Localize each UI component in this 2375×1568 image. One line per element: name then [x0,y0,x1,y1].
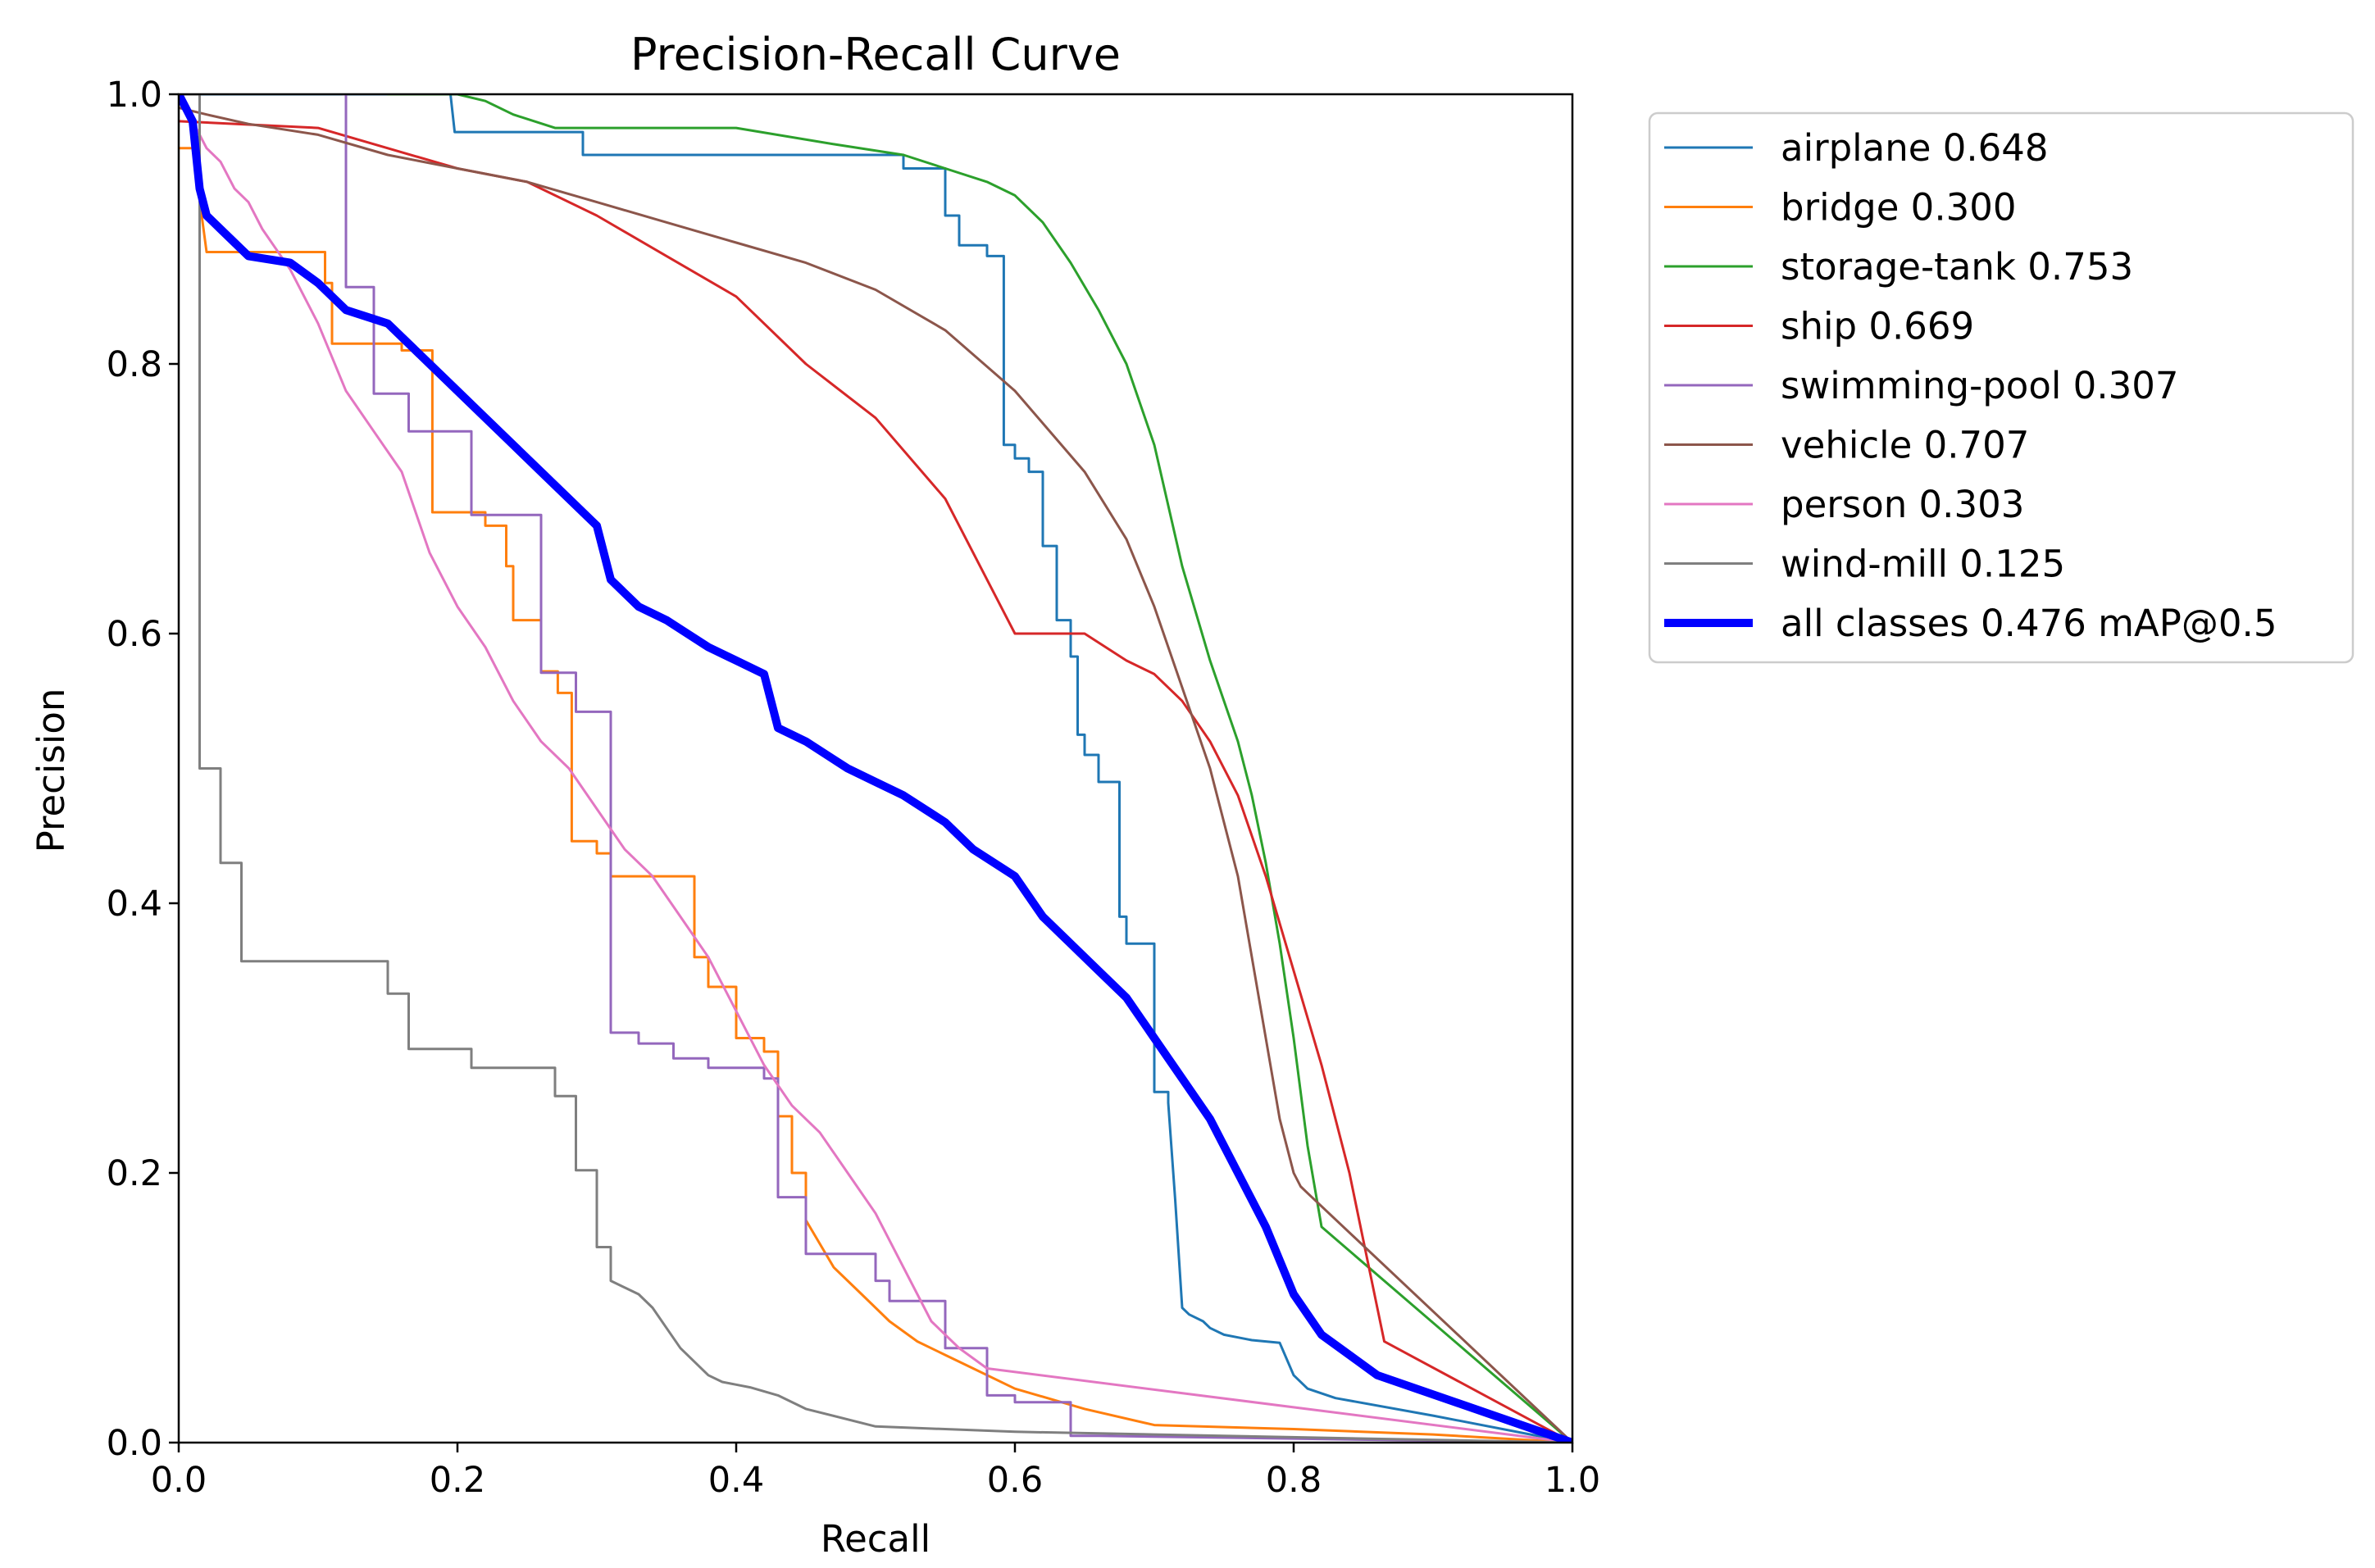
legend-label-vehicle: vehicle 0.707 [1781,424,2029,467]
x-tick-label: 0.6 [987,1460,1043,1501]
x-axis: 0.0 0.2 0.4 0.6 0.8 1.0 [151,1443,1600,1501]
y-tick-label: 0.4 [107,884,162,925]
series-line-swimming-pool [342,94,1572,1443]
x-axis-label: Recall [821,1517,930,1561]
series-line-all-classes [179,94,1572,1443]
y-axis: 0.0 0.2 0.4 0.6 0.8 1.0 [107,75,179,1464]
plot-area-frame [177,93,1574,1444]
y-axis-label: Precision [30,689,73,853]
series-line-bridge [179,147,1572,1443]
legend-label-bridge: bridge 0.300 [1781,186,2017,230]
legend: airplane 0.648 bridge 0.300 storage-tank 0… [1648,111,2355,664]
series-line-airplane [179,94,1572,1443]
x-tick-label: 1.0 [1545,1460,1600,1501]
y-tick-label: 0.8 [107,344,162,385]
chart-title: Precision-Recall Curve [630,29,1121,80]
series-line-person [179,94,1572,1443]
x-tick-label: 0.8 [1266,1460,1322,1501]
legend-label-airplane: airplane 0.648 [1781,126,2049,170]
legend-label-ship: ship 0.669 [1781,305,1974,348]
x-tick-label: 0.2 [430,1460,485,1501]
legend-label-storage-tank: storage-tank 0.753 [1781,245,2133,289]
x-tick-label: 0.0 [151,1460,207,1501]
legend-label-all-classes: all classes 0.476 mAP@0.5 [1781,602,2277,645]
series-line-ship [179,120,1572,1443]
series-line-wind-mill [179,94,1572,1443]
series-line-storage-tank [386,94,1572,1443]
y-tick-label: 1.0 [107,75,162,116]
series-layer [179,94,1572,1443]
legend-label-swimming-pool: swimming-pool 0.307 [1781,364,2179,407]
y-tick-label: 0.6 [107,614,162,655]
y-tick-label: 0.2 [107,1153,162,1194]
legend-label-wind-mill: wind-mill 0.125 [1781,543,2065,586]
y-tick-label: 0.0 [107,1423,162,1464]
legend-label-person: person 0.303 [1781,483,2024,526]
series-line-vehicle [179,107,1572,1443]
x-tick-label: 0.4 [708,1460,764,1501]
legend-frame [1648,111,2355,664]
